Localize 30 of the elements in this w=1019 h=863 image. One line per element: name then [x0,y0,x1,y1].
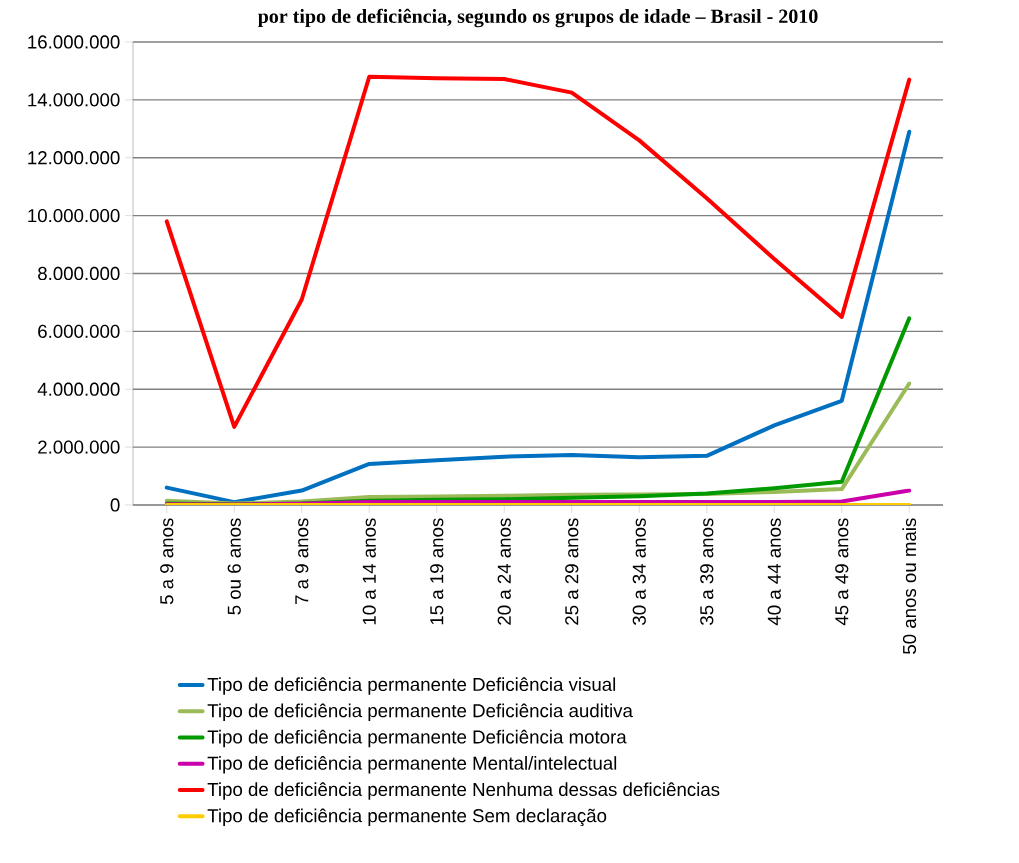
line-series [164,74,912,429]
y-tick-label: 10.000.000 [28,209,120,223]
legend-label: Tipo de deficiência permanente Nenhuma dessas deficiências [207,782,720,800]
line-series [164,129,912,505]
x-tick-label: 20 a 24 anos [497,518,511,625]
y-tick-label: 0 [110,498,120,512]
x-tick-label: 7 a 9 anos [295,518,309,604]
chart-title: por tipo de deficiência, segundo os grupos de idade – Brasil - 2010 [257,8,818,28]
x-tick-label: 5 ou 6 anos [227,518,241,615]
legend-label: Tipo de deficiência permanente Sem declaração [207,808,607,827]
x-tick-label: 45 a 49 anos [835,518,849,626]
x-tick-label: 40 a 44 anos [767,518,781,626]
y-tick-label: 4.000.000 [37,382,120,396]
y-tick-label: 12.000.000 [28,151,120,165]
y-tick-label: 6.000.000 [38,324,120,338]
x-tick-label: 5 a 9 anos [160,518,174,605]
legend-label: Tipo de deficiência permanente Mental/intelectual [207,756,617,774]
legend-label: Tipo de deficiência permanente Deficiência visual [207,677,616,695]
y-tick-label: 14.000.000 [28,93,120,107]
x-tick-label: 10 a 14 anos [362,518,376,625]
x-tick-label: 50 anos ou mais [902,518,917,654]
legend-label: Tipo de deficiência permanente Deficiência auditiva [207,703,633,721]
legend-label: Tipo de deficiência permanente Deficiência motora [207,729,627,748]
y-tick-label: 16.000.000 [28,35,120,49]
x-tick-label: 25 a 29 anos [565,518,579,625]
x-tick-label: 35 a 39 anos [700,518,714,625]
y-tick-label: 2.000.000 [38,440,120,454]
x-tick-label: 15 a 19 anos [430,518,444,625]
x-tick-label: 30 a 34 anos [632,518,646,625]
y-tick-label: 8.000.000 [38,266,120,281]
